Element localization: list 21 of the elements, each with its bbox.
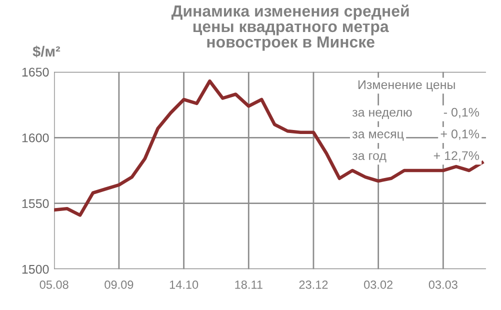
x-tick-label: 14.10 <box>170 280 198 289</box>
x-tick-label: 09.09 <box>104 280 134 289</box>
annotation: за год <box>352 153 386 162</box>
annotation: Изменение цены <box>358 80 455 92</box>
annotation: + 12,7% <box>434 151 480 162</box>
chart-title: Динамика изменения средней цены квадратного метра новостроек в Минске <box>171 4 409 51</box>
y-tick-label: 1550 <box>22 199 49 208</box>
annotation: - 0,1% <box>444 108 480 118</box>
annotation: за месяц <box>352 132 404 141</box>
y-tick-label: 1650 <box>22 68 49 77</box>
x-tick-label: 03.03 <box>428 280 458 289</box>
x-tick-label: 18.11 <box>235 280 262 289</box>
x-tick-label: 05.08 <box>40 280 68 289</box>
x-tick-label: 23.12 <box>299 280 328 289</box>
annotation: + 0,1% <box>440 130 480 140</box>
line-series <box>54 79 484 217</box>
x-tick-label: 03.02 <box>364 280 393 289</box>
y-tick-label: 1600 <box>22 133 49 142</box>
y-tick-label: 1500 <box>22 264 49 274</box>
y-axis-title: $/м² <box>32 46 60 58</box>
annotation: за неделю <box>352 110 412 120</box>
